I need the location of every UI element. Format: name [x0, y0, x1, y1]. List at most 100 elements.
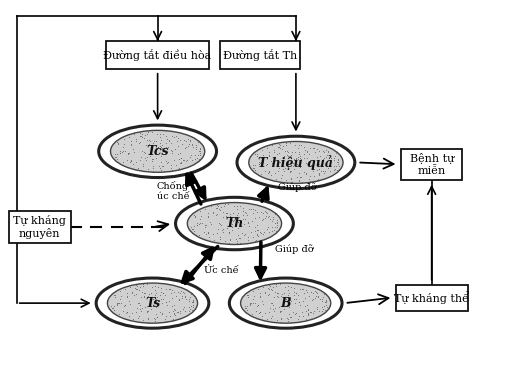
- Point: [116, 148, 125, 154]
- Point: [136, 130, 145, 136]
- Bar: [107, 41, 209, 69]
- Point: [243, 292, 251, 298]
- Point: [316, 153, 324, 159]
- Point: [172, 162, 180, 168]
- Point: [157, 153, 165, 159]
- Point: [308, 310, 317, 316]
- Point: [207, 221, 215, 227]
- Point: [274, 144, 282, 150]
- Point: [217, 204, 226, 210]
- Point: [190, 228, 198, 234]
- Point: [157, 138, 165, 144]
- Point: [300, 290, 308, 296]
- Point: [290, 157, 299, 163]
- Point: [159, 163, 167, 169]
- Point: [159, 131, 167, 137]
- Point: [197, 213, 205, 219]
- Point: [125, 150, 133, 156]
- Point: [246, 300, 254, 306]
- Point: [123, 308, 131, 314]
- Point: [165, 298, 174, 304]
- Point: [164, 137, 173, 143]
- Point: [270, 294, 279, 300]
- Point: [198, 235, 206, 241]
- Point: [119, 308, 127, 314]
- Point: [185, 298, 193, 304]
- Point: [235, 217, 243, 223]
- Point: [256, 308, 264, 314]
- Point: [315, 172, 323, 178]
- Point: [157, 296, 165, 302]
- Point: [290, 296, 298, 302]
- Point: [226, 210, 234, 216]
- Point: [127, 138, 135, 144]
- Point: [122, 310, 130, 316]
- Point: [240, 221, 248, 227]
- Point: [321, 300, 329, 305]
- Point: [249, 210, 258, 216]
- Ellipse shape: [249, 141, 343, 184]
- Point: [187, 307, 196, 313]
- Point: [262, 213, 270, 219]
- Point: [241, 303, 249, 309]
- Point: [177, 155, 185, 161]
- Point: [209, 209, 217, 214]
- Point: [286, 140, 294, 145]
- Point: [282, 302, 290, 308]
- Ellipse shape: [99, 125, 216, 178]
- Point: [315, 166, 323, 172]
- Point: [129, 162, 137, 167]
- Point: [115, 296, 124, 302]
- Point: [163, 136, 171, 142]
- Point: [166, 286, 174, 292]
- Point: [259, 216, 267, 222]
- Point: [306, 308, 314, 314]
- Point: [315, 170, 323, 176]
- Point: [261, 310, 269, 316]
- Point: [212, 212, 220, 218]
- Point: [174, 142, 182, 148]
- Point: [139, 163, 147, 169]
- Point: [236, 203, 244, 209]
- Point: [223, 225, 231, 231]
- Point: [315, 166, 323, 172]
- Point: [123, 294, 131, 300]
- Point: [191, 214, 199, 220]
- Point: [295, 178, 303, 184]
- Point: [134, 313, 143, 319]
- Point: [189, 300, 197, 305]
- Point: [259, 210, 267, 216]
- Point: [257, 170, 265, 176]
- Point: [218, 229, 227, 235]
- Point: [204, 230, 212, 236]
- Point: [252, 308, 261, 314]
- Point: [321, 168, 329, 174]
- Point: [212, 205, 220, 211]
- Point: [209, 210, 217, 216]
- Point: [168, 134, 176, 140]
- Point: [287, 175, 296, 181]
- Point: [231, 216, 239, 222]
- Point: [302, 155, 311, 161]
- Point: [321, 307, 329, 313]
- Point: [140, 293, 148, 299]
- Point: [296, 302, 304, 308]
- Point: [123, 290, 131, 296]
- Point: [302, 170, 311, 176]
- Point: [296, 164, 304, 170]
- Point: [252, 237, 260, 243]
- Point: [190, 223, 198, 229]
- Point: [110, 307, 118, 313]
- Point: [161, 292, 169, 298]
- Point: [313, 163, 321, 169]
- Point: [163, 149, 171, 155]
- Point: [172, 134, 180, 140]
- Point: [107, 303, 115, 309]
- Point: [242, 305, 250, 311]
- Point: [269, 216, 277, 222]
- Point: [196, 146, 204, 152]
- Point: [297, 156, 305, 162]
- Point: [196, 152, 204, 158]
- Point: [146, 306, 154, 312]
- Point: [289, 160, 297, 166]
